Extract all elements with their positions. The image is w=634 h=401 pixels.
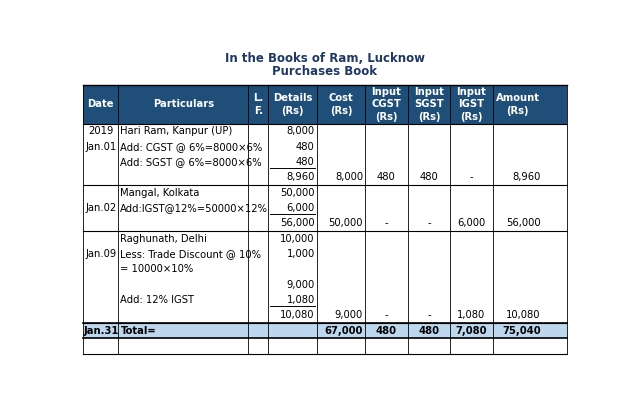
Text: Add: SGST @ 6%=8000×6%: Add: SGST @ 6%=8000×6% (120, 157, 262, 167)
Text: 480: 480 (418, 326, 439, 336)
Text: 1,080: 1,080 (287, 295, 314, 305)
Text: 8,000: 8,000 (335, 172, 363, 182)
Text: 67,000: 67,000 (325, 326, 363, 336)
Text: Add: 12% IGST: Add: 12% IGST (120, 295, 195, 305)
Text: Add:IGST@12%=50000×12%: Add:IGST@12%=50000×12% (120, 203, 268, 213)
Text: Add: CGST @ 6%=8000×6%: Add: CGST @ 6%=8000×6% (120, 142, 262, 152)
Text: -: - (470, 172, 473, 182)
Text: -: - (384, 219, 388, 229)
Text: -: - (384, 310, 388, 320)
Text: 7,080: 7,080 (456, 326, 487, 336)
Text: Input
IGST
(Rs): Input IGST (Rs) (456, 87, 486, 122)
Text: 50,000: 50,000 (328, 219, 363, 229)
Text: 75,040: 75,040 (502, 326, 541, 336)
Text: Mangal, Kolkata: Mangal, Kolkata (120, 188, 200, 198)
Text: 9,000: 9,000 (335, 310, 363, 320)
Text: -: - (427, 310, 430, 320)
Text: Purchases Book: Purchases Book (273, 65, 377, 78)
Text: Total=: Total= (120, 326, 156, 336)
Text: Particulars: Particulars (153, 99, 214, 109)
Text: 480: 480 (376, 326, 397, 336)
Text: 56,000: 56,000 (506, 219, 541, 229)
Bar (83, 124, 567, 185)
Text: Hari Ram, Kanpur (UP): Hari Ram, Kanpur (UP) (120, 126, 233, 136)
Text: 6,000: 6,000 (287, 203, 314, 213)
Text: 56,000: 56,000 (280, 219, 314, 229)
Text: Amount
(Rs): Amount (Rs) (496, 93, 540, 115)
Text: 10,080: 10,080 (506, 310, 541, 320)
Text: Jan.02: Jan.02 (85, 203, 117, 213)
Text: Cost
(Rs): Cost (Rs) (328, 93, 353, 115)
Text: 10,000: 10,000 (280, 234, 314, 244)
Text: Raghunath, Delhi: Raghunath, Delhi (120, 234, 207, 244)
Text: Jan.09: Jan.09 (85, 249, 117, 259)
Text: 480: 480 (377, 172, 396, 182)
Text: 2019: 2019 (88, 126, 113, 136)
Text: 9,000: 9,000 (287, 280, 314, 290)
Text: 480: 480 (296, 142, 314, 152)
Bar (83, 231, 567, 323)
Text: 1,000: 1,000 (287, 249, 314, 259)
Text: Input
SGST
(Rs): Input SGST (Rs) (414, 87, 444, 122)
Text: 6,000: 6,000 (457, 219, 486, 229)
Text: = 10000×10%: = 10000×10% (120, 264, 193, 274)
Text: Details
(Rs): Details (Rs) (273, 93, 312, 115)
Bar (83, 85, 567, 124)
Text: Less: Trade Discount @ 10%: Less: Trade Discount @ 10% (120, 249, 261, 259)
Text: 10,080: 10,080 (280, 310, 314, 320)
Text: -: - (427, 219, 430, 229)
Text: Jan.01: Jan.01 (85, 142, 117, 152)
Text: Input
CGST
(Rs): Input CGST (Rs) (372, 87, 401, 122)
Bar (83, 338, 567, 354)
Text: In the Books of Ram, Lucknow: In the Books of Ram, Lucknow (225, 53, 425, 65)
Text: L.
F.: L. F. (253, 93, 263, 115)
Text: 8,960: 8,960 (512, 172, 541, 182)
Text: 480: 480 (420, 172, 438, 182)
Text: 1,080: 1,080 (457, 310, 486, 320)
Bar (83, 185, 567, 231)
Text: 480: 480 (296, 157, 314, 167)
Text: 50,000: 50,000 (280, 188, 314, 198)
Text: 8,000: 8,000 (287, 126, 314, 136)
Text: Jan.31: Jan.31 (83, 326, 119, 336)
Text: 8,960: 8,960 (287, 172, 314, 182)
Bar (83, 323, 567, 338)
Text: Date: Date (87, 99, 114, 109)
